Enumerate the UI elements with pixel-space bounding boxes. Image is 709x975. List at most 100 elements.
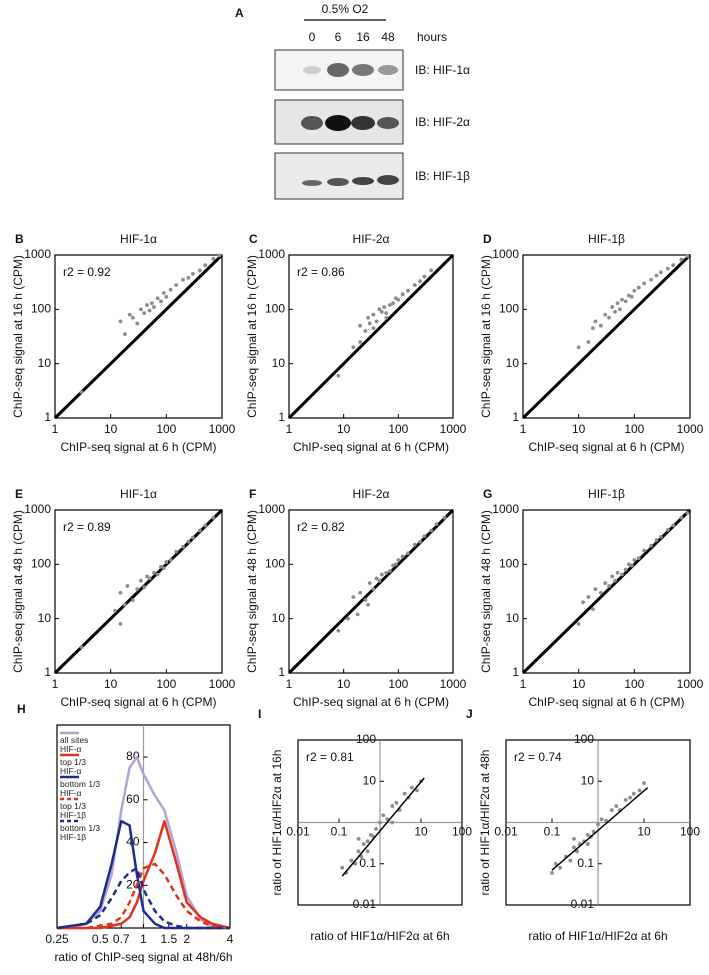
panel-label: C xyxy=(249,232,258,246)
series-line xyxy=(57,862,231,930)
y-tick-label: 100 xyxy=(31,557,51,571)
y-tick-label: 100 xyxy=(265,302,285,316)
x-tick-label: 100 xyxy=(388,677,408,691)
point xyxy=(164,560,169,564)
point xyxy=(377,307,382,312)
y-tick-label: 1000 xyxy=(24,247,51,261)
x-tick-label: 0.01 xyxy=(494,825,518,839)
point xyxy=(607,584,611,588)
point xyxy=(658,270,663,275)
point xyxy=(379,572,384,577)
point xyxy=(623,798,628,802)
point xyxy=(203,263,208,268)
point xyxy=(627,293,631,298)
series-line xyxy=(56,866,230,930)
chart-title: HIF-1β xyxy=(588,487,625,501)
point xyxy=(586,595,591,599)
chart-title: HIF-2α xyxy=(353,487,390,501)
point xyxy=(632,288,637,293)
point xyxy=(442,515,447,520)
y-tick-label: 1 xyxy=(44,665,51,679)
y-tick-label: 10 xyxy=(38,611,52,625)
point xyxy=(387,303,392,307)
point xyxy=(576,345,581,350)
point xyxy=(384,570,389,575)
point xyxy=(593,319,598,324)
x-tick-label: 0.7 xyxy=(113,932,130,946)
x-tick-label: 100 xyxy=(452,825,472,839)
point xyxy=(161,566,166,571)
panel-label: G xyxy=(483,487,492,501)
y-tick-label: 10 xyxy=(38,356,52,370)
point xyxy=(358,340,363,344)
point xyxy=(649,277,653,282)
y-axis-label: ChIP-seq signal at 48 h (CPM) xyxy=(11,510,25,673)
point xyxy=(671,263,676,268)
point xyxy=(379,309,384,314)
point xyxy=(159,299,163,304)
y-tick-label: 0.1 xyxy=(577,856,594,870)
point xyxy=(79,390,84,394)
panel-label: E xyxy=(15,487,23,501)
point xyxy=(203,523,208,528)
point xyxy=(358,590,363,595)
y-axis-label: ChIP-seq signal at 48 h (CPM) xyxy=(245,510,259,673)
point xyxy=(631,791,636,796)
unit-label: hours xyxy=(417,30,447,44)
y-tick-label: 1 xyxy=(278,410,285,424)
x-tick-label: 0.25 xyxy=(45,932,69,946)
blot-panel xyxy=(274,49,404,200)
point xyxy=(429,268,434,273)
point xyxy=(197,528,202,533)
point xyxy=(378,820,382,825)
point xyxy=(620,572,624,577)
point xyxy=(615,301,620,306)
y-axis-label: ratio of HIF1α/HIF2α at 16h xyxy=(270,750,284,896)
point xyxy=(685,511,690,515)
point xyxy=(402,791,407,796)
point xyxy=(361,842,366,846)
identity-line xyxy=(287,253,455,420)
panel-label: A xyxy=(235,6,244,20)
point xyxy=(415,788,419,793)
point xyxy=(598,590,603,595)
point xyxy=(629,563,634,568)
point xyxy=(147,576,152,581)
point xyxy=(558,865,563,870)
point xyxy=(147,308,152,313)
y-tick-label: 0.01 xyxy=(353,897,377,911)
plot-frame xyxy=(54,254,223,419)
point xyxy=(422,534,427,539)
point xyxy=(632,558,637,562)
point xyxy=(161,291,166,295)
point xyxy=(665,528,670,532)
point xyxy=(377,578,382,583)
point xyxy=(654,273,659,278)
x-tick-label: 0.01 xyxy=(286,825,310,839)
point xyxy=(598,323,603,328)
point xyxy=(642,548,647,553)
panel-label: J xyxy=(466,707,473,721)
y-axis-label: ChIP-seq signal at 48 h (CPM) xyxy=(479,510,493,673)
point xyxy=(79,645,84,649)
legend-label: bottom 1/3 HIF-1β xyxy=(60,823,101,842)
point xyxy=(135,587,140,592)
chart-title: HIF-1α xyxy=(120,232,157,246)
point xyxy=(590,607,595,611)
x-tick-label: 2 xyxy=(183,932,190,946)
point xyxy=(642,781,646,786)
x-tick-label: 10 xyxy=(337,422,351,436)
y-tick-label: 60 xyxy=(126,792,140,806)
point xyxy=(593,587,598,592)
point xyxy=(118,319,123,324)
x-axis-label: ChIP-seq signal at 6 h (CPM) xyxy=(60,695,216,709)
point xyxy=(149,301,154,306)
point xyxy=(406,288,410,293)
point xyxy=(118,622,123,626)
x-tick-label: 0.1 xyxy=(331,825,348,839)
lane-label: 0 xyxy=(309,30,316,44)
lane-label: 6 xyxy=(335,30,342,44)
point xyxy=(145,303,149,307)
point xyxy=(596,822,600,827)
point xyxy=(394,800,399,805)
